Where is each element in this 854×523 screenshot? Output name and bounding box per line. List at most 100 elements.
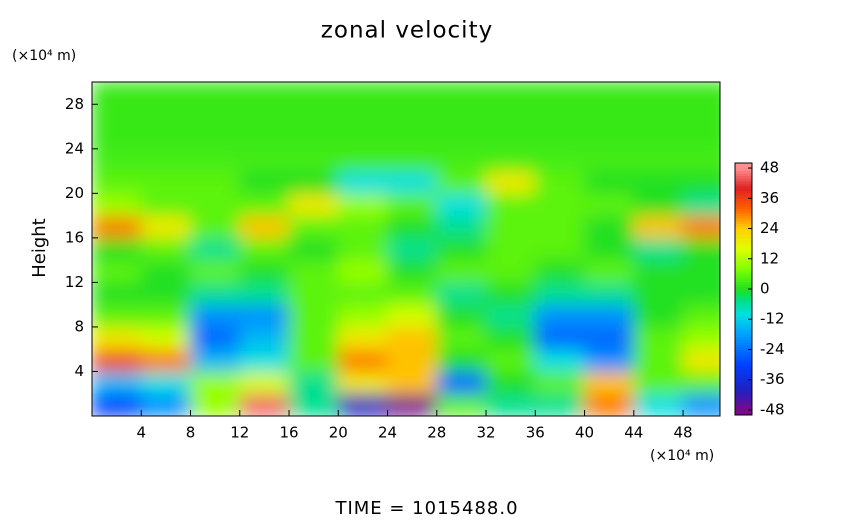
field-cell — [436, 237, 487, 261]
field-cell — [288, 148, 339, 172]
field-cell — [288, 348, 339, 372]
field-cell — [584, 237, 635, 261]
field-cell — [190, 237, 241, 261]
field-cell — [633, 237, 684, 261]
colorbar-swatch — [735, 397, 752, 401]
field-cell — [534, 148, 586, 172]
colorbar-swatch — [735, 412, 752, 416]
field-cell — [633, 393, 684, 416]
colorbar-swatch — [735, 258, 752, 262]
colorbar-swatch — [735, 334, 752, 338]
field-cell — [534, 237, 586, 261]
colorbar-tick-label: 0 — [760, 280, 770, 298]
colorbar-swatch — [735, 185, 752, 189]
field-cell — [387, 393, 438, 416]
colorbar-swatch — [735, 248, 752, 252]
field-cell — [534, 281, 586, 306]
field-cell — [633, 326, 684, 350]
field-cell — [485, 192, 536, 217]
colorbar-tick-label: 48 — [760, 159, 779, 177]
field-cell — [387, 326, 438, 350]
colorbar-swatch — [735, 233, 752, 237]
field-cell — [239, 393, 290, 416]
field-cell — [584, 281, 635, 306]
x-tick-label: 28 — [427, 424, 446, 442]
field-cell — [534, 370, 586, 395]
colorbar-swatch — [735, 193, 752, 197]
field-cell — [436, 370, 487, 395]
field-cell — [633, 148, 684, 172]
field-cell — [436, 304, 487, 328]
field-cell — [485, 126, 536, 150]
colorbar-swatch — [735, 377, 752, 381]
field-cell — [485, 326, 536, 350]
field-cell — [633, 370, 684, 395]
field-cell — [288, 259, 339, 283]
field-cell — [190, 103, 241, 128]
colorbar-swatch — [735, 256, 752, 260]
colorbar-swatch — [735, 321, 752, 325]
field-cell — [436, 192, 487, 217]
field-cell — [436, 393, 487, 416]
colorbar-tick-label: 12 — [760, 249, 779, 267]
colorbar-swatch — [735, 210, 752, 214]
field-cell — [387, 281, 438, 306]
colorbar-tick-label: -12 — [760, 310, 785, 328]
colorbar-swatch — [735, 362, 752, 366]
chart-title: zonal velocity — [321, 18, 493, 44]
field-cell — [140, 304, 192, 328]
field-cell — [485, 348, 536, 372]
field-cell — [682, 170, 720, 194]
colorbar-swatch — [735, 203, 752, 207]
field-cell — [140, 348, 192, 372]
colorbar-swatch — [735, 266, 752, 270]
field-cell — [633, 103, 684, 128]
colorbar-tick-label: 36 — [760, 189, 779, 207]
field-cell — [584, 192, 635, 217]
field-cell — [337, 103, 389, 128]
field-cell — [485, 259, 536, 283]
x-tick-label: 4 — [136, 424, 146, 442]
field-cell — [239, 215, 290, 239]
field-cell — [387, 237, 438, 261]
colorbar-swatch — [735, 301, 752, 305]
colorbar-swatch — [735, 384, 752, 388]
y-tick-label: 24 — [65, 139, 84, 157]
field-cell — [288, 192, 339, 217]
field-cell — [92, 103, 142, 128]
colorbar-swatch — [735, 223, 752, 227]
colorbar-swatch — [735, 241, 752, 245]
colorbar-swatch — [735, 268, 752, 272]
x-tick-label: 8 — [186, 424, 196, 442]
field-cell — [534, 170, 586, 194]
colorbar-swatch — [735, 220, 752, 224]
colorbar-swatch — [735, 168, 752, 172]
colorbar-swatch — [735, 382, 752, 386]
field-cell — [140, 126, 192, 150]
colorbar-swatch — [735, 215, 752, 219]
field-cell — [288, 126, 339, 150]
y-tick-label: 4 — [74, 362, 84, 380]
field-cell — [140, 259, 192, 283]
field-cell — [387, 170, 438, 194]
field-cell — [239, 82, 290, 105]
field-cell — [140, 326, 192, 350]
x-tick-label: 24 — [378, 424, 397, 442]
colorbar-swatch — [735, 357, 752, 361]
field-cell — [584, 304, 635, 328]
colorbar-swatch — [735, 200, 752, 204]
field-cell — [190, 304, 241, 328]
field-cell — [584, 370, 635, 395]
field-cell — [190, 126, 241, 150]
field-cell — [387, 192, 438, 217]
field-cell — [633, 215, 684, 239]
field-cell — [92, 126, 142, 150]
colorbar-swatch — [735, 409, 752, 413]
field-cell — [534, 103, 586, 128]
field-cell — [485, 170, 536, 194]
field-cell — [682, 103, 720, 128]
field-cell — [485, 370, 536, 395]
colorbar-swatch — [735, 195, 752, 199]
colorbar-swatch — [735, 324, 752, 328]
field-cell — [140, 192, 192, 217]
